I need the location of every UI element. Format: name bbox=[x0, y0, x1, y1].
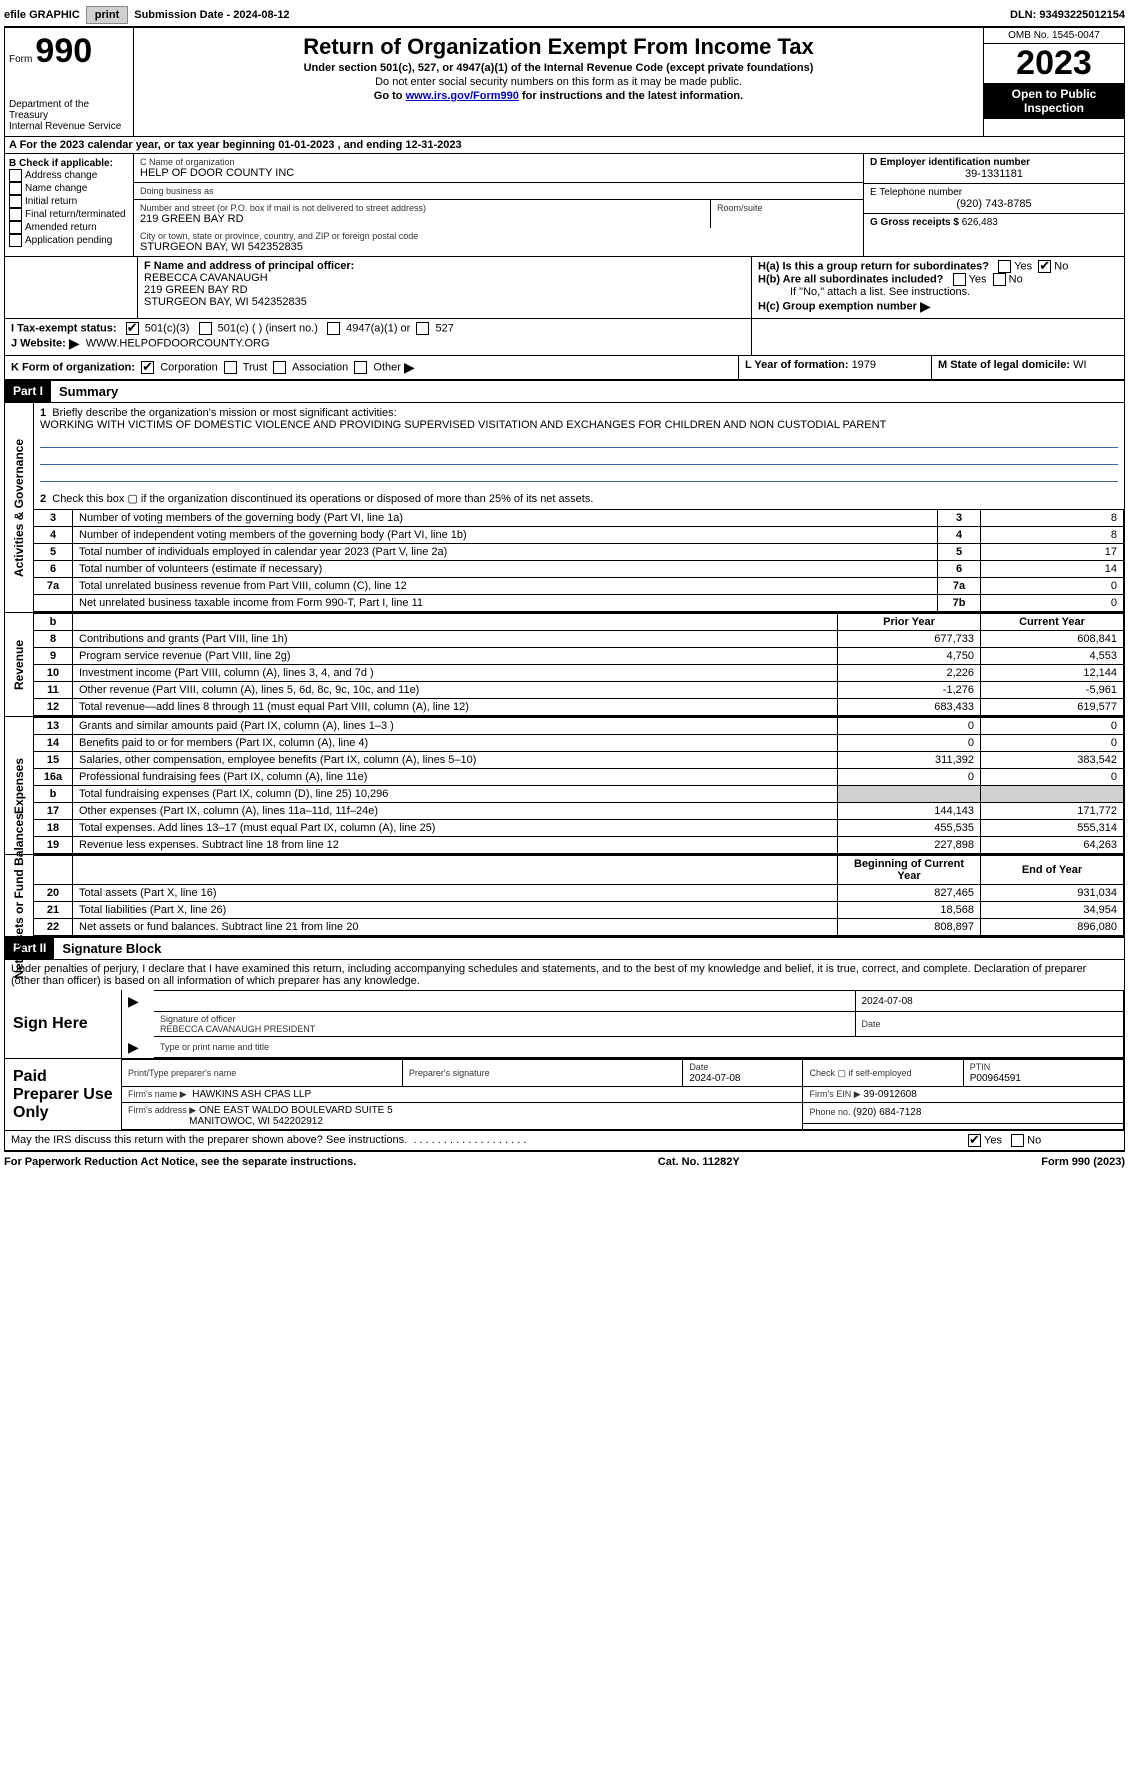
irs-link[interactable]: www.irs.gov/Form990 bbox=[406, 90, 519, 102]
page-footer: For Paperwork Reduction Act Notice, see … bbox=[4, 1151, 1125, 1172]
sign-here-block: Sign Here ▶ 2024-07-08 Signature of offi… bbox=[4, 990, 1125, 1059]
preparer-date: 2024-07-08 bbox=[689, 1073, 740, 1084]
arrow-icon: ▶ bbox=[404, 359, 415, 375]
discuss-row: May the IRS discuss this return with the… bbox=[4, 1131, 1125, 1151]
firm-addr1: ONE EAST WALDO BOULEVARD SUITE 5 bbox=[199, 1105, 393, 1116]
form-label: Form bbox=[9, 54, 32, 65]
h-b: H(b) Are all subordinates included? Yes … bbox=[758, 273, 1118, 286]
street-address: 219 GREEN BAY RD bbox=[140, 213, 704, 225]
paid-preparer-block: Paid Preparer Use Only Print/Type prepar… bbox=[4, 1059, 1125, 1131]
chk-name-change[interactable] bbox=[9, 182, 22, 195]
topbar: efile GRAPHIC print Submission Date - 20… bbox=[4, 4, 1125, 27]
chk-trust[interactable] bbox=[224, 361, 237, 374]
officer-sig-date: 2024-07-08 bbox=[855, 991, 1123, 1012]
chk-hb-no[interactable] bbox=[993, 273, 1006, 286]
inspection-badge: Open to Public Inspection bbox=[984, 83, 1124, 119]
dept-irs: Internal Revenue Service bbox=[9, 121, 129, 132]
arrow-icon: ▶ bbox=[69, 335, 80, 351]
chk-initial-return[interactable] bbox=[9, 195, 22, 208]
form-number: 990 bbox=[35, 32, 92, 70]
dept-treasury: Department of the Treasury bbox=[9, 99, 129, 121]
state-domicile: WI bbox=[1073, 359, 1086, 371]
chk-ha-no[interactable] bbox=[1038, 260, 1051, 273]
form-header: Form 990 Department of the Treasury Inte… bbox=[4, 27, 1125, 137]
chk-4947[interactable] bbox=[327, 322, 340, 335]
section-revenue: Revenue bPrior YearCurrent Year 8Contrib… bbox=[4, 613, 1125, 717]
form-subtitle: Under section 501(c), 527, or 4947(a)(1)… bbox=[142, 62, 975, 74]
footer-mid: Cat. No. 11282Y bbox=[658, 1156, 740, 1168]
submission-label: Submission Date - 2024-08-12 bbox=[134, 9, 289, 21]
perjury-statement: Under penalties of perjury, I declare th… bbox=[4, 960, 1125, 990]
box-c: C Name of organization HELP OF DOOR COUN… bbox=[134, 154, 864, 256]
chk-527[interactable] bbox=[416, 322, 429, 335]
chk-other[interactable] bbox=[354, 361, 367, 374]
form-note1: Do not enter social security numbers on … bbox=[142, 76, 975, 88]
row-f-h: F Name and address of principal officer:… bbox=[4, 257, 1125, 319]
org-name: HELP OF DOOR COUNTY INC bbox=[140, 167, 857, 179]
officer-addr2: STURGEON BAY, WI 542352835 bbox=[144, 296, 745, 308]
firm-ein: 39-0912608 bbox=[863, 1089, 916, 1100]
footer-right: Form 990 (2023) bbox=[1041, 1156, 1125, 1168]
part-ii-header: Part II Signature Block bbox=[4, 937, 1125, 960]
row-k-l-m: K Form of organization: Corporation Trus… bbox=[4, 356, 1125, 380]
officer-addr1: 219 GREEN BAY RD bbox=[144, 284, 745, 296]
chk-final-return[interactable] bbox=[9, 208, 22, 221]
chk-amended[interactable] bbox=[9, 221, 22, 234]
officer-name: REBECCA CAVANAUGH bbox=[144, 272, 745, 284]
chk-association[interactable] bbox=[273, 361, 286, 374]
firm-addr2: MANITOWOC, WI 542202912 bbox=[189, 1116, 323, 1127]
arrow-icon: ▶ bbox=[128, 993, 139, 1009]
chk-discuss-no[interactable] bbox=[1011, 1134, 1024, 1147]
section-netassets: Net Assets or Fund Balances Beginning of… bbox=[4, 855, 1125, 937]
box-d-e-g: D Employer identification number 39-1331… bbox=[864, 154, 1124, 256]
chk-corporation[interactable] bbox=[141, 361, 154, 374]
section-governance: Activities & Governance 1 Briefly descri… bbox=[4, 403, 1125, 613]
row-i-j: I Tax-exempt status: 501(c)(3) 501(c) ( … bbox=[4, 319, 1125, 356]
box-b: B Check if applicable: Address change Na… bbox=[5, 154, 134, 256]
h-a: H(a) Is this a group return for subordin… bbox=[758, 260, 1118, 273]
part-i-header: Part I Summary bbox=[4, 380, 1125, 403]
ptin-value: P00964591 bbox=[970, 1073, 1021, 1084]
arrow-icon: ▶ bbox=[920, 298, 931, 314]
print-button[interactable]: print bbox=[86, 6, 128, 24]
netassets-table: Beginning of Current YearEnd of Year 20T… bbox=[34, 855, 1124, 936]
city-state-zip: STURGEON BAY, WI 542352835 bbox=[140, 241, 857, 253]
efile-label: efile GRAPHIC bbox=[4, 9, 80, 21]
officer-signed-name: REBECCA CAVANAUGH PRESIDENT bbox=[160, 1024, 315, 1034]
chk-hb-yes[interactable] bbox=[953, 273, 966, 286]
website: WWW.HELPOFDOORCOUNTY.ORG bbox=[86, 337, 270, 349]
form-title: Return of Organization Exempt From Incom… bbox=[142, 34, 975, 60]
line-a: A For the 2023 calendar year, or tax yea… bbox=[4, 137, 1125, 154]
revenue-table: bPrior YearCurrent Year 8Contributions a… bbox=[34, 613, 1124, 716]
ein: 39-1331181 bbox=[870, 168, 1118, 180]
firm-phone: (920) 684-7128 bbox=[853, 1107, 921, 1118]
tax-year: 2023 bbox=[984, 44, 1124, 83]
omb-number: OMB No. 1545-0047 bbox=[984, 28, 1124, 44]
form-note2: Go to www.irs.gov/Form990 for instructio… bbox=[142, 90, 975, 102]
section-expenses: Expenses 13Grants and similar amounts pa… bbox=[4, 717, 1125, 855]
footer-left: For Paperwork Reduction Act Notice, see … bbox=[4, 1156, 356, 1168]
chk-discuss-yes[interactable] bbox=[968, 1134, 981, 1147]
chk-501c[interactable] bbox=[199, 322, 212, 335]
identification-grid: B Check if applicable: Address change Na… bbox=[4, 154, 1125, 257]
governance-table: 3Number of voting members of the governi… bbox=[34, 509, 1124, 612]
chk-application-pending[interactable] bbox=[9, 234, 22, 247]
h-c: H(c) Group exemption number ▶ bbox=[758, 298, 1118, 315]
firm-name: HAWKINS ASH CPAS LLP bbox=[192, 1089, 311, 1100]
chk-501c3[interactable] bbox=[126, 322, 139, 335]
chk-address-change[interactable] bbox=[9, 169, 22, 182]
chk-ha-yes[interactable] bbox=[998, 260, 1011, 273]
dln: DLN: 93493225012154 bbox=[1010, 9, 1125, 21]
gross-receipts: 626,483 bbox=[962, 217, 998, 228]
arrow-icon: ▶ bbox=[128, 1039, 139, 1055]
expenses-table: 13Grants and similar amounts paid (Part … bbox=[34, 717, 1124, 854]
mission-text: WORKING WITH VICTIMS OF DOMESTIC VIOLENC… bbox=[40, 419, 886, 431]
year-formation: 1979 bbox=[852, 359, 876, 371]
telephone: (920) 743-8785 bbox=[870, 198, 1118, 210]
